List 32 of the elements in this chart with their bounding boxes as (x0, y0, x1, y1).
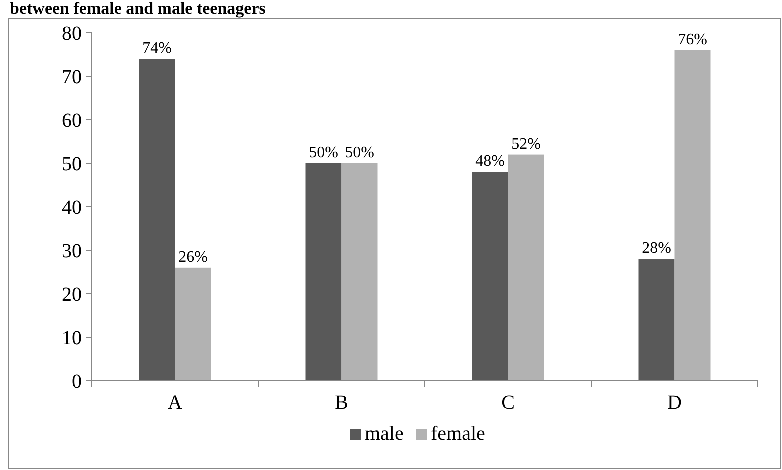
y-tick-label: 40 (62, 197, 82, 219)
x-tick-label: A (168, 392, 184, 414)
data-label: 50% (345, 144, 374, 162)
x-tick-label: B (335, 392, 348, 414)
y-tick-label: 0 (72, 371, 82, 393)
data-label: 76% (678, 31, 708, 48)
bar (342, 164, 378, 381)
x-tick-label: C (502, 392, 515, 414)
data-label: 48% (476, 153, 505, 170)
data-label: 52% (512, 136, 541, 153)
data-label: 28% (642, 240, 672, 258)
x-tick-label: D (668, 392, 682, 414)
bar (508, 154, 544, 381)
y-tick-label: 70 (62, 66, 82, 88)
bar (472, 172, 508, 381)
chart-title: between female and male teenagers (10, 0, 266, 18)
bar (139, 59, 176, 381)
bar (306, 164, 342, 381)
data-label: 74% (142, 40, 172, 58)
y-tick-label: 20 (62, 284, 82, 306)
y-tick-label: 10 (62, 328, 82, 350)
legend-label: male (365, 423, 404, 445)
y-tick-label: 30 (62, 240, 82, 262)
y-tick-label: 50 (62, 154, 82, 176)
y-tick-label: 80 (62, 23, 82, 45)
bar (175, 268, 212, 381)
data-label: 26% (178, 248, 208, 266)
legend-label: female (431, 423, 486, 445)
data-label: 50% (309, 144, 338, 162)
y-tick-label: 60 (62, 110, 82, 132)
bar (674, 50, 711, 381)
bar (638, 259, 675, 381)
